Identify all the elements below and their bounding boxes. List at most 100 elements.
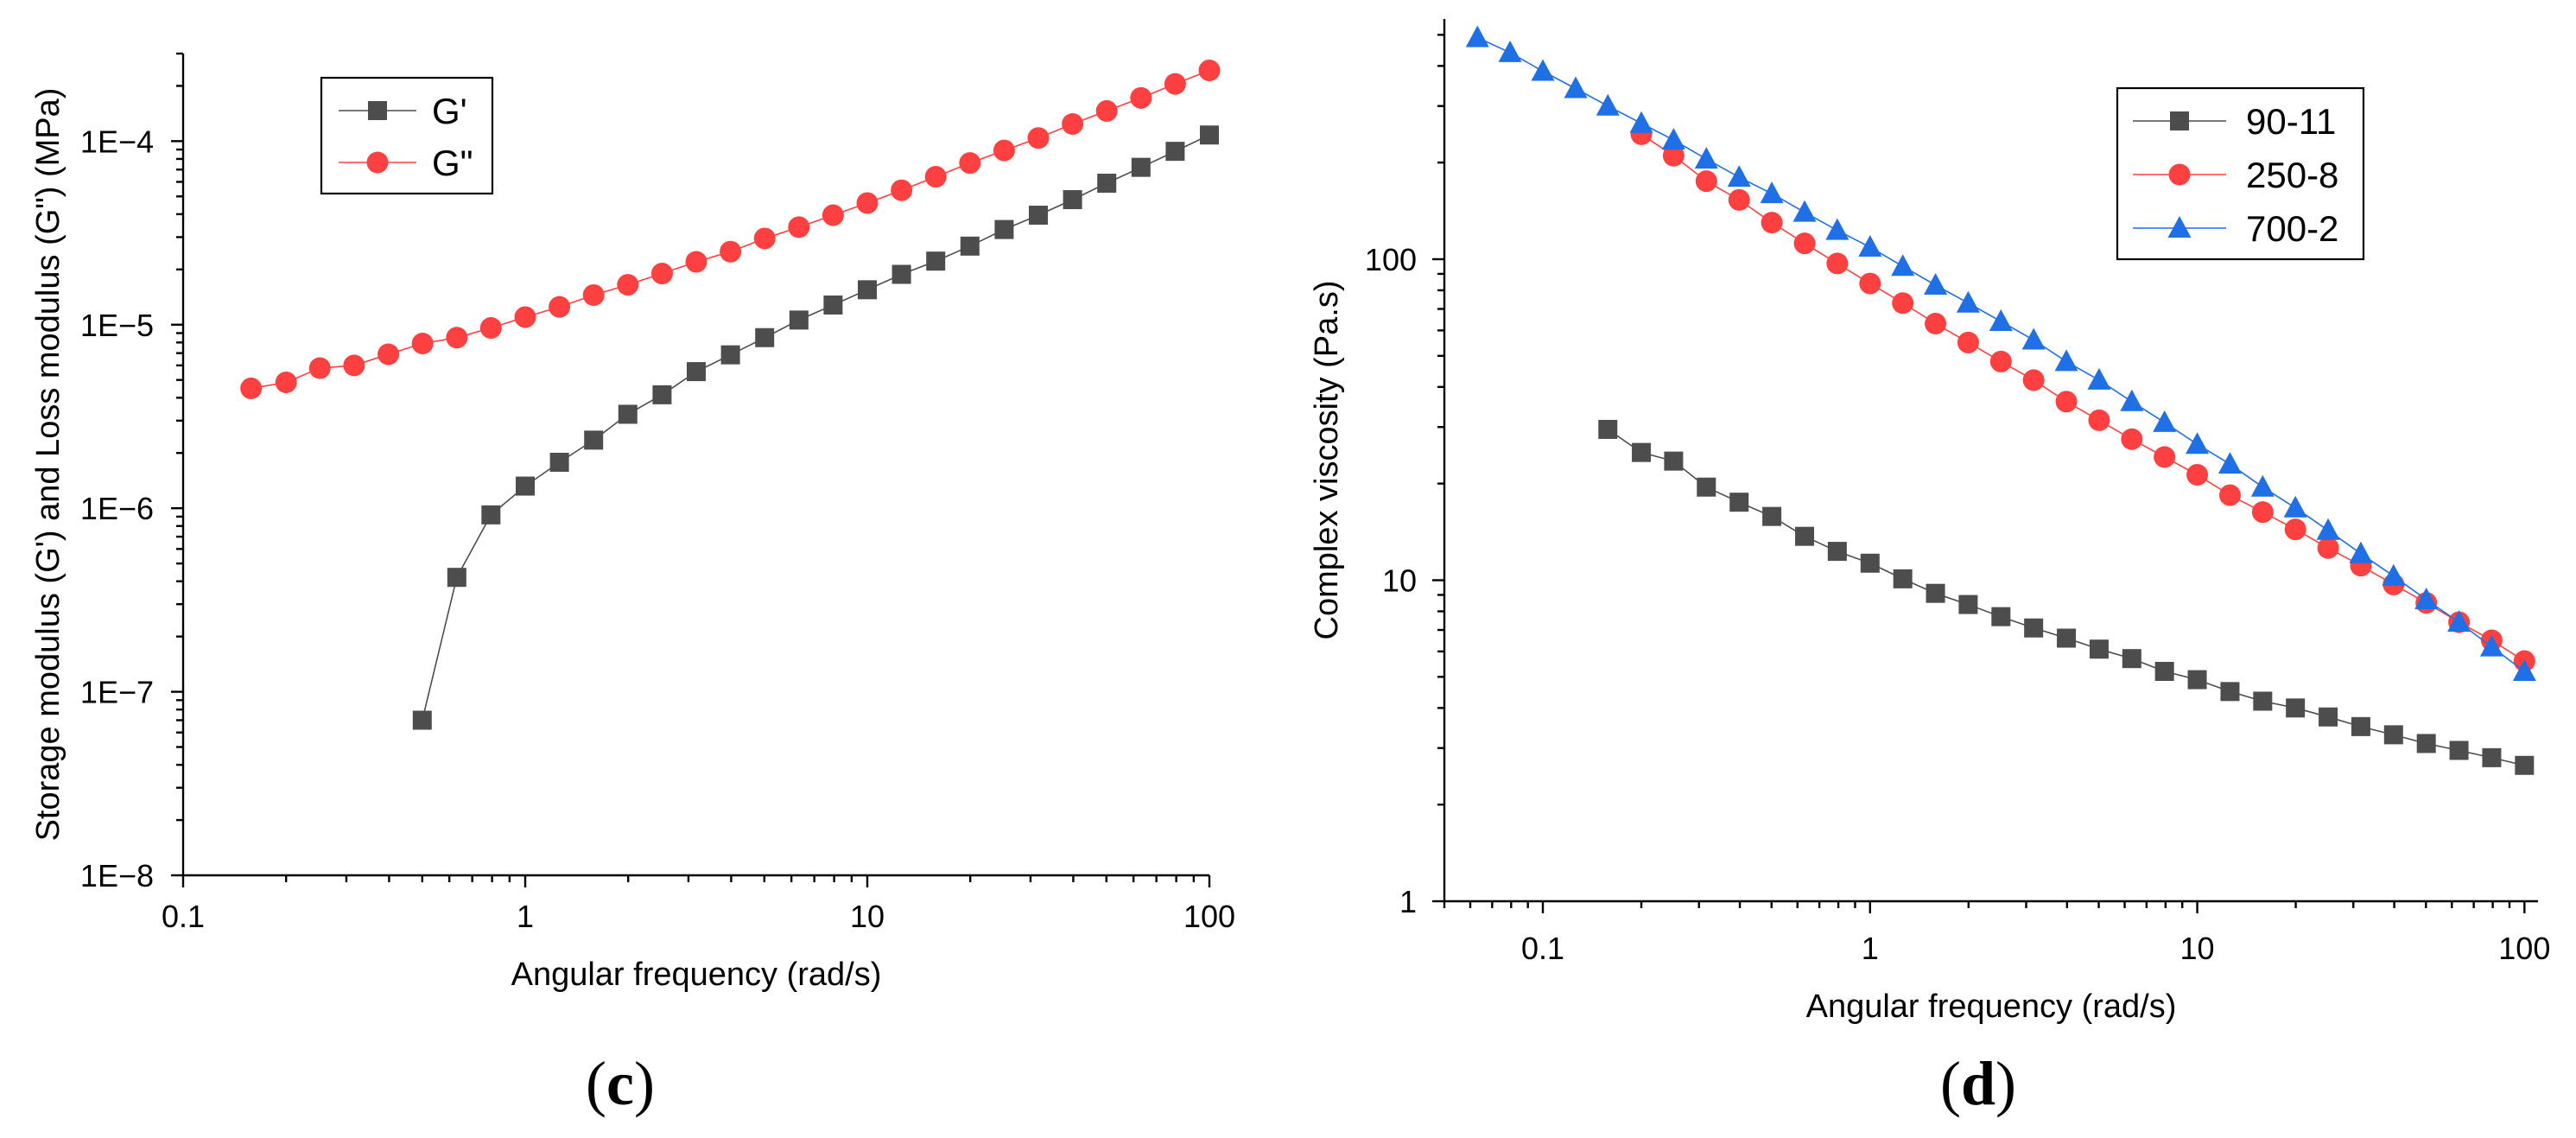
series-square-group [1598,419,2535,775]
data-point [1958,594,1978,614]
legend-marker [368,101,387,120]
y-tick-label: 1 [1399,884,1417,919]
x-axis-title: Angular frequency (rad/s) [1806,989,2177,1025]
data-point [2447,610,2471,633]
data-point [2057,628,2077,648]
data-point [1827,542,1847,562]
data-point [618,404,638,424]
data-point [1097,174,1117,194]
data-point [1465,25,1489,48]
data-point [582,283,605,306]
data-point [1926,583,1945,603]
data-point [788,216,810,238]
data-point [2284,518,2306,541]
data-point [2349,541,2373,563]
data-point [514,306,536,328]
y-tick-label: 1E−8 [80,858,154,893]
data-point [1694,147,1718,169]
data-point [1095,99,1118,122]
data-point [856,192,879,214]
y-tick-label: 100 [1365,242,1417,277]
legend-marker [2168,163,2191,186]
x-tick-label: 0.1 [1521,931,1564,966]
data-point [1860,553,1880,573]
data-point [2250,474,2275,497]
data-point [2089,639,2109,659]
data-point [2319,707,2338,727]
data-point [1200,125,1219,145]
data-point [755,327,775,347]
data-point [1729,493,1749,512]
legend-box [320,76,494,195]
data-point [1760,181,1784,204]
data-point [240,377,263,399]
data-point [1925,313,1947,335]
data-point [2512,658,2536,681]
x-tick-label: 100 [2498,931,2550,966]
data-point [1989,308,2013,331]
data-point [1695,170,1717,193]
y-tick-label: 1E−6 [80,491,154,526]
data-point [1063,190,1082,210]
data-point [2351,716,2370,736]
panel-label-close: ) [1995,1049,2016,1118]
data-point [2022,369,2045,391]
data-point [1795,526,1815,546]
data-point [2479,634,2503,657]
legend-marker [366,151,389,174]
data-point [2055,391,2078,413]
data-point [789,310,809,330]
data-point [1062,113,1084,136]
data-point [2449,741,2469,760]
data-point [446,327,468,349]
data-point [584,430,604,450]
data-point [2515,755,2535,775]
data-point [2286,698,2306,718]
series-line [422,134,1210,721]
legend-marker [2170,111,2189,130]
series-line [1607,429,2525,766]
data-point [1858,235,1882,257]
data-point [1564,76,1588,99]
data-point [2251,501,2274,524]
data-point [1598,419,1618,439]
legend-label: 90-11 [2246,101,2336,142]
data-point [650,263,673,285]
data-point [2316,518,2340,540]
data-point [2382,563,2406,586]
data-point [2414,587,2439,609]
data-point [1198,59,1221,81]
data-point [1762,506,1782,526]
panel-label-open: ( [586,1049,606,1118]
data-point [1027,127,1050,149]
data-point [994,219,1014,239]
data-point [1826,252,1849,275]
data-point [1761,212,1783,234]
legend-label: G' [432,91,467,131]
panel-label-letter: d [1961,1049,1995,1118]
legend-marker [2167,216,2192,238]
series-triangle-group [1465,25,2536,681]
data-point [1130,86,1152,109]
series-line [1640,133,2525,662]
panel-label: (c) [586,1049,655,1118]
data-point [686,362,706,382]
data-point [275,372,297,394]
x-tick-label: 10 [2180,931,2215,966]
chart-complex-viscosity: 0.1 1 10 100 1 10 100 Angular frequency (rad/s)… [1309,19,2550,1118]
data-point [823,295,843,315]
data-point [924,166,947,188]
x-tick-label: 1 [517,899,534,934]
data-point [378,343,400,366]
data-point [858,280,877,300]
data-point [1892,292,1914,315]
data-point [891,264,911,284]
data-point [1697,477,1716,497]
data-point [720,240,742,263]
data-point [1793,232,1816,255]
panel-label: (d) [1940,1049,2016,1118]
data-point [1924,273,1948,296]
data-point [2253,691,2273,711]
data-point [308,357,331,379]
